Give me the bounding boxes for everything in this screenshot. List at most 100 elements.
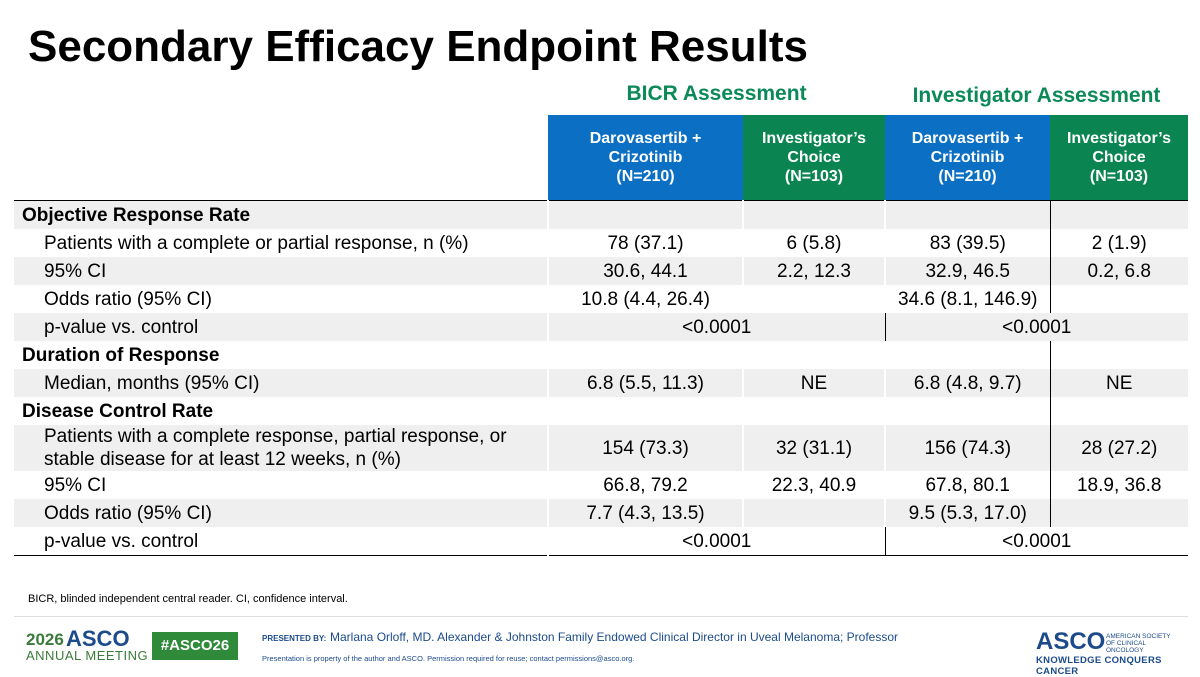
empty-cell bbox=[884, 200, 1050, 229]
value-cell: 67.8, 80.1 bbox=[884, 471, 1050, 499]
table-row: Patients with a complete response, parti… bbox=[14, 425, 1188, 471]
hashtag: #ASCO26 bbox=[152, 632, 238, 660]
value-cell: 0.2, 6.8 bbox=[1049, 257, 1188, 285]
value-cell: 6.8 (5.5, 11.3) bbox=[547, 369, 743, 397]
value-cell: 83 (39.5) bbox=[884, 229, 1050, 257]
value-cell: 32 (31.1) bbox=[742, 425, 885, 471]
table-row: p-value vs. control <0.0001 <0.0001 bbox=[14, 527, 1188, 556]
divider bbox=[14, 616, 1188, 617]
table-row: 95% CI 30.6, 44.1 2.2, 12.3 32.9, 46.5 0.2, … bbox=[14, 257, 1188, 285]
section-label: Disease Control Rate bbox=[22, 400, 214, 422]
tagline: KNOWLEDGE CONQUERS CANCER bbox=[1036, 655, 1162, 677]
value-cell: 10.8 (4.4, 26.4) bbox=[547, 285, 743, 313]
value-cell: 66.8, 79.2 bbox=[547, 471, 743, 499]
table-row: Duration of Response bbox=[14, 341, 1188, 369]
value-cell: <0.0001 bbox=[547, 527, 885, 556]
column-n: (N=210) bbox=[616, 168, 675, 185]
table-row: Patients with a complete or partial resp… bbox=[14, 229, 1188, 257]
value-cell: 156 (74.3) bbox=[884, 425, 1050, 471]
empty-cell bbox=[1049, 200, 1188, 229]
row-label: Patients with a complete or partial resp… bbox=[44, 232, 469, 254]
empty-cell bbox=[1049, 499, 1188, 527]
value-cell: NE bbox=[742, 369, 885, 397]
empty-cell bbox=[884, 341, 1050, 369]
row-label: Patients with a complete response, parti… bbox=[14, 425, 548, 471]
value-cell: NE bbox=[1049, 369, 1188, 397]
row-label: Odds ratio (95% CI) bbox=[44, 288, 212, 310]
society-name: AMERICAN SOCIETY OF CLINICAL ONCOLOGY bbox=[1106, 633, 1171, 654]
value-cell: 34.6 (8.1, 146.9) bbox=[884, 285, 1050, 313]
empty-cell bbox=[547, 200, 743, 229]
header-cell: Darovasertib + Crizotinib (N=210) bbox=[548, 115, 743, 201]
value-cell: 2.2, 12.3 bbox=[742, 257, 885, 285]
header-row: Darovasertib + Crizotinib (N=210) Investi… bbox=[14, 115, 1188, 201]
footnote: BICR, blinded independent central reader… bbox=[28, 593, 348, 605]
table-row: Median, months (95% CI) 6.8 (5.5, 11.3) NE… bbox=[14, 369, 1188, 397]
empty-cell bbox=[1049, 341, 1188, 369]
header-cell bbox=[14, 115, 548, 201]
value-cell: <0.0001 bbox=[547, 313, 885, 341]
table-body: Objective Response Rate Patients with a c… bbox=[14, 200, 1188, 556]
meeting-year: 2026 bbox=[26, 630, 64, 649]
column-n: (N=103) bbox=[1089, 168, 1149, 185]
row-label: Median, months (95% CI) bbox=[14, 369, 548, 397]
group-header: BICR Assessment bbox=[626, 82, 807, 105]
value-cell: 9.5 (5.3, 17.0) bbox=[884, 499, 1050, 527]
logo: ASCO bbox=[1036, 628, 1106, 655]
empty-cell bbox=[742, 200, 885, 229]
group-header: Investigator Assessment bbox=[912, 84, 1161, 107]
header-cell: Investigator’s Choice (N=103) bbox=[1050, 115, 1188, 201]
value-cell: 28 (27.2) bbox=[1049, 425, 1188, 471]
empty-cell bbox=[884, 397, 1050, 425]
value-cell: 2 (1.9) bbox=[1049, 229, 1188, 257]
header-cell: Darovasertib + Crizotinib (N=210) bbox=[885, 115, 1050, 201]
table-row: Odds ratio (95% CI) 7.7 (4.3, 13.5) 9.5 (5… bbox=[14, 499, 1188, 527]
value-cell: 6 (5.8) bbox=[742, 229, 885, 257]
value-cell: <0.0001 bbox=[884, 527, 1188, 556]
empty-cell bbox=[742, 499, 885, 527]
row-label: Odds ratio (95% CI) bbox=[14, 499, 548, 527]
value-cell: 18.9, 36.8 bbox=[1049, 471, 1188, 499]
column-name: Investigator’s Choice bbox=[1066, 130, 1172, 166]
value-cell: 22.3, 40.9 bbox=[742, 471, 885, 499]
empty-cell bbox=[547, 341, 743, 369]
empty-cell bbox=[1049, 397, 1188, 425]
column-name: Investigator’s Choice bbox=[761, 130, 867, 166]
presenter: Marlana Orloff, MD. Alexander & Johnston… bbox=[330, 630, 899, 644]
row-label: p-value vs. control bbox=[14, 313, 548, 341]
row-label: 95% CI bbox=[14, 257, 548, 285]
column-name: Darovasertib + Crizotinib bbox=[589, 130, 702, 166]
permission: Presentation is property of the author a… bbox=[262, 654, 635, 663]
empty-cell bbox=[742, 285, 885, 313]
row-label: 95% CI bbox=[44, 474, 107, 496]
header-cell: Investigator’s Choice (N=103) bbox=[743, 115, 885, 201]
table-row: Odds ratio (95% CI) 10.8 (4.4, 26.4) 34.6 … bbox=[14, 285, 1188, 313]
value-cell: 7.7 (4.3, 13.5) bbox=[547, 499, 743, 527]
empty-cell bbox=[742, 397, 885, 425]
column-n: (N=210) bbox=[938, 168, 997, 185]
row-label: p-value vs. control bbox=[14, 527, 548, 556]
value-cell: 78 (37.1) bbox=[547, 229, 743, 257]
value-cell: 32.9, 46.5 bbox=[884, 257, 1050, 285]
value-cell: 6.8 (4.8, 9.7) bbox=[884, 369, 1050, 397]
meeting-name: ANNUAL MEETING bbox=[26, 648, 149, 663]
empty-cell bbox=[1049, 285, 1188, 313]
table-row: Disease Control Rate bbox=[14, 397, 1188, 425]
slide-title: Secondary Efficacy Endpoint Results bbox=[28, 22, 808, 71]
meeting-brand: ASCO bbox=[66, 626, 130, 651]
presented-by: PRESENTED BY: bbox=[262, 634, 327, 643]
column-n: (N=103) bbox=[784, 168, 844, 185]
table-row: p-value vs. control <0.0001 <0.0001 bbox=[14, 313, 1188, 341]
table-row: Objective Response Rate bbox=[14, 200, 1188, 229]
value-cell: <0.0001 bbox=[884, 313, 1188, 341]
table-row: 95% CI 66.8, 79.2 22.3, 40.9 67.8, 80.1 18.9… bbox=[14, 471, 1188, 499]
column-name: Darovasertib + Crizotinib bbox=[911, 130, 1024, 166]
results-table: Darovasertib + Crizotinib (N=210) Investi… bbox=[14, 115, 1188, 556]
section-label: Objective Response Rate bbox=[14, 200, 548, 229]
section-label: Duration of Response bbox=[22, 344, 220, 366]
empty-cell bbox=[742, 341, 885, 369]
value-cell: 30.6, 44.1 bbox=[547, 257, 743, 285]
empty-cell bbox=[547, 397, 743, 425]
